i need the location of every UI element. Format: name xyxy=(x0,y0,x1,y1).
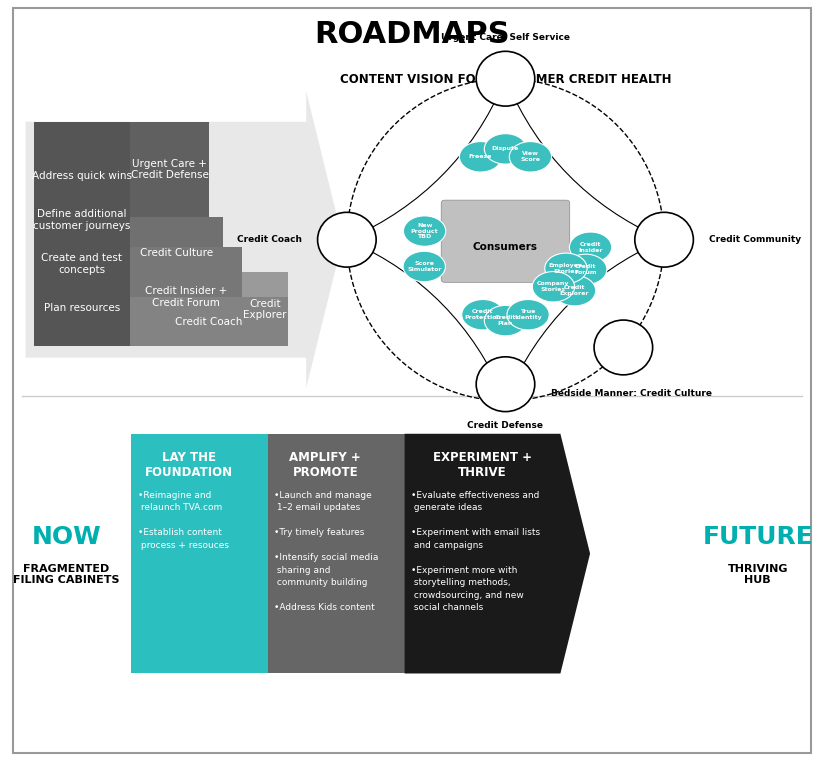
Circle shape xyxy=(594,320,653,375)
Text: Address quick wins: Address quick wins xyxy=(31,170,131,180)
Text: Define additional
customer journeys: Define additional customer journeys xyxy=(33,209,131,231)
Polygon shape xyxy=(405,434,590,673)
Ellipse shape xyxy=(484,305,527,336)
Text: True
Identity: True Identity xyxy=(515,309,542,320)
Text: Urgent Care +
Credit Defense: Urgent Care + Credit Defense xyxy=(131,158,208,180)
Text: ROADMAPS: ROADMAPS xyxy=(314,20,510,49)
Text: Credit Culture: Credit Culture xyxy=(140,248,213,258)
Text: AMPLIFY +
PROMOTE: AMPLIFY + PROMOTE xyxy=(289,451,361,479)
Text: Plan resources: Plan resources xyxy=(44,303,120,313)
Text: •Reimagine and
 relaunch TVA.com

•Establish content
 process + resouces: •Reimagine and relaunch TVA.com •Establi… xyxy=(138,491,229,550)
Bar xyxy=(131,434,268,673)
Bar xyxy=(130,217,223,289)
Bar xyxy=(268,434,405,673)
Text: Company
Stories: Company Stories xyxy=(537,282,570,292)
Text: EXPERIMENT +
THRIVE: EXPERIMENT + THRIVE xyxy=(433,451,532,479)
Bar xyxy=(34,122,130,346)
Circle shape xyxy=(477,357,534,412)
Text: Credit Coach: Credit Coach xyxy=(175,317,243,326)
Text: NOW: NOW xyxy=(31,524,101,549)
Text: View
Score: View Score xyxy=(520,151,540,162)
Text: Credit
Forum: Credit Forum xyxy=(575,264,597,275)
Text: Credit
Explorer: Credit Explorer xyxy=(560,285,589,296)
Ellipse shape xyxy=(545,253,587,284)
Text: Dispute: Dispute xyxy=(491,146,519,151)
Polygon shape xyxy=(26,91,343,388)
Text: Credit Defense: Credit Defense xyxy=(468,421,544,430)
Ellipse shape xyxy=(510,142,552,172)
Text: Credit
Protection: Credit Protection xyxy=(464,309,501,320)
Ellipse shape xyxy=(532,272,575,302)
Circle shape xyxy=(477,51,534,106)
Text: Create and test
concepts: Create and test concepts xyxy=(41,253,122,275)
Text: Credit Community: Credit Community xyxy=(709,235,801,244)
Ellipse shape xyxy=(507,300,549,330)
Text: Credit
Plan: Credit Plan xyxy=(495,315,516,326)
Circle shape xyxy=(635,212,693,267)
Ellipse shape xyxy=(459,142,501,172)
Text: Employee
Stories: Employee Stories xyxy=(548,263,583,274)
Text: CONTENT VISION FOR CONSUMER CREDIT HEALTH: CONTENT VISION FOR CONSUMER CREDIT HEALT… xyxy=(339,73,672,87)
Ellipse shape xyxy=(484,134,527,164)
Text: New
Product
TBD: New Product TBD xyxy=(411,223,439,240)
Text: Score
Simulator: Score Simulator xyxy=(407,261,442,272)
Ellipse shape xyxy=(569,232,612,263)
Circle shape xyxy=(317,212,376,267)
Text: LAY THE
FOUNDATION: LAY THE FOUNDATION xyxy=(145,451,233,479)
Ellipse shape xyxy=(553,275,596,306)
Ellipse shape xyxy=(462,300,504,330)
Text: Credit Coach: Credit Coach xyxy=(237,235,302,244)
Text: THRIVING
HUB: THRIVING HUB xyxy=(728,564,788,585)
Text: Urgent Care: Self Service: Urgent Care: Self Service xyxy=(441,33,570,42)
Text: Credit Insider +
Credit Forum: Credit Insider + Credit Forum xyxy=(145,286,227,307)
Text: FRAGMENTED
FILING CABINETS: FRAGMENTED FILING CABINETS xyxy=(13,564,120,585)
Text: •Evaluate effectiveness and
 generate ideas

•Experiment with email lists
 and c: •Evaluate effectiveness and generate ide… xyxy=(411,491,540,613)
Text: Credit
Insider: Credit Insider xyxy=(578,242,603,253)
FancyBboxPatch shape xyxy=(441,200,570,282)
Text: FUTURE: FUTURE xyxy=(702,524,813,549)
Bar xyxy=(130,122,210,217)
Text: Consumers: Consumers xyxy=(473,242,538,253)
Text: Credit
Explorer: Credit Explorer xyxy=(244,298,287,320)
Ellipse shape xyxy=(565,254,607,285)
Bar xyxy=(130,247,242,346)
Bar xyxy=(242,272,288,346)
Ellipse shape xyxy=(403,251,445,282)
Text: •Launch and manage
 1–2 email updates

•Try timely features

•Intensify social m: •Launch and manage 1–2 email updates •Tr… xyxy=(274,491,379,613)
Text: Freeze: Freeze xyxy=(469,154,492,159)
Text: Bedside Manner: Credit Culture: Bedside Manner: Credit Culture xyxy=(551,390,712,398)
Bar xyxy=(130,297,288,346)
Ellipse shape xyxy=(403,216,446,247)
